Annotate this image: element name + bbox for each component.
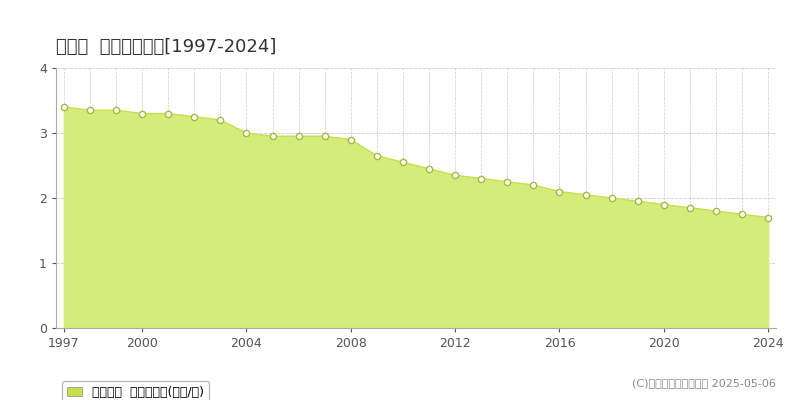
Text: 大蔵村  基準地価推移[1997-2024]: 大蔵村 基準地価推移[1997-2024] — [56, 38, 276, 56]
Text: (C)土地価格ドットコム 2025-05-06: (C)土地価格ドットコム 2025-05-06 — [632, 378, 776, 388]
Legend: 基準地価  平均坪単価(万円/坪): 基準地価 平均坪単価(万円/坪) — [62, 381, 210, 400]
